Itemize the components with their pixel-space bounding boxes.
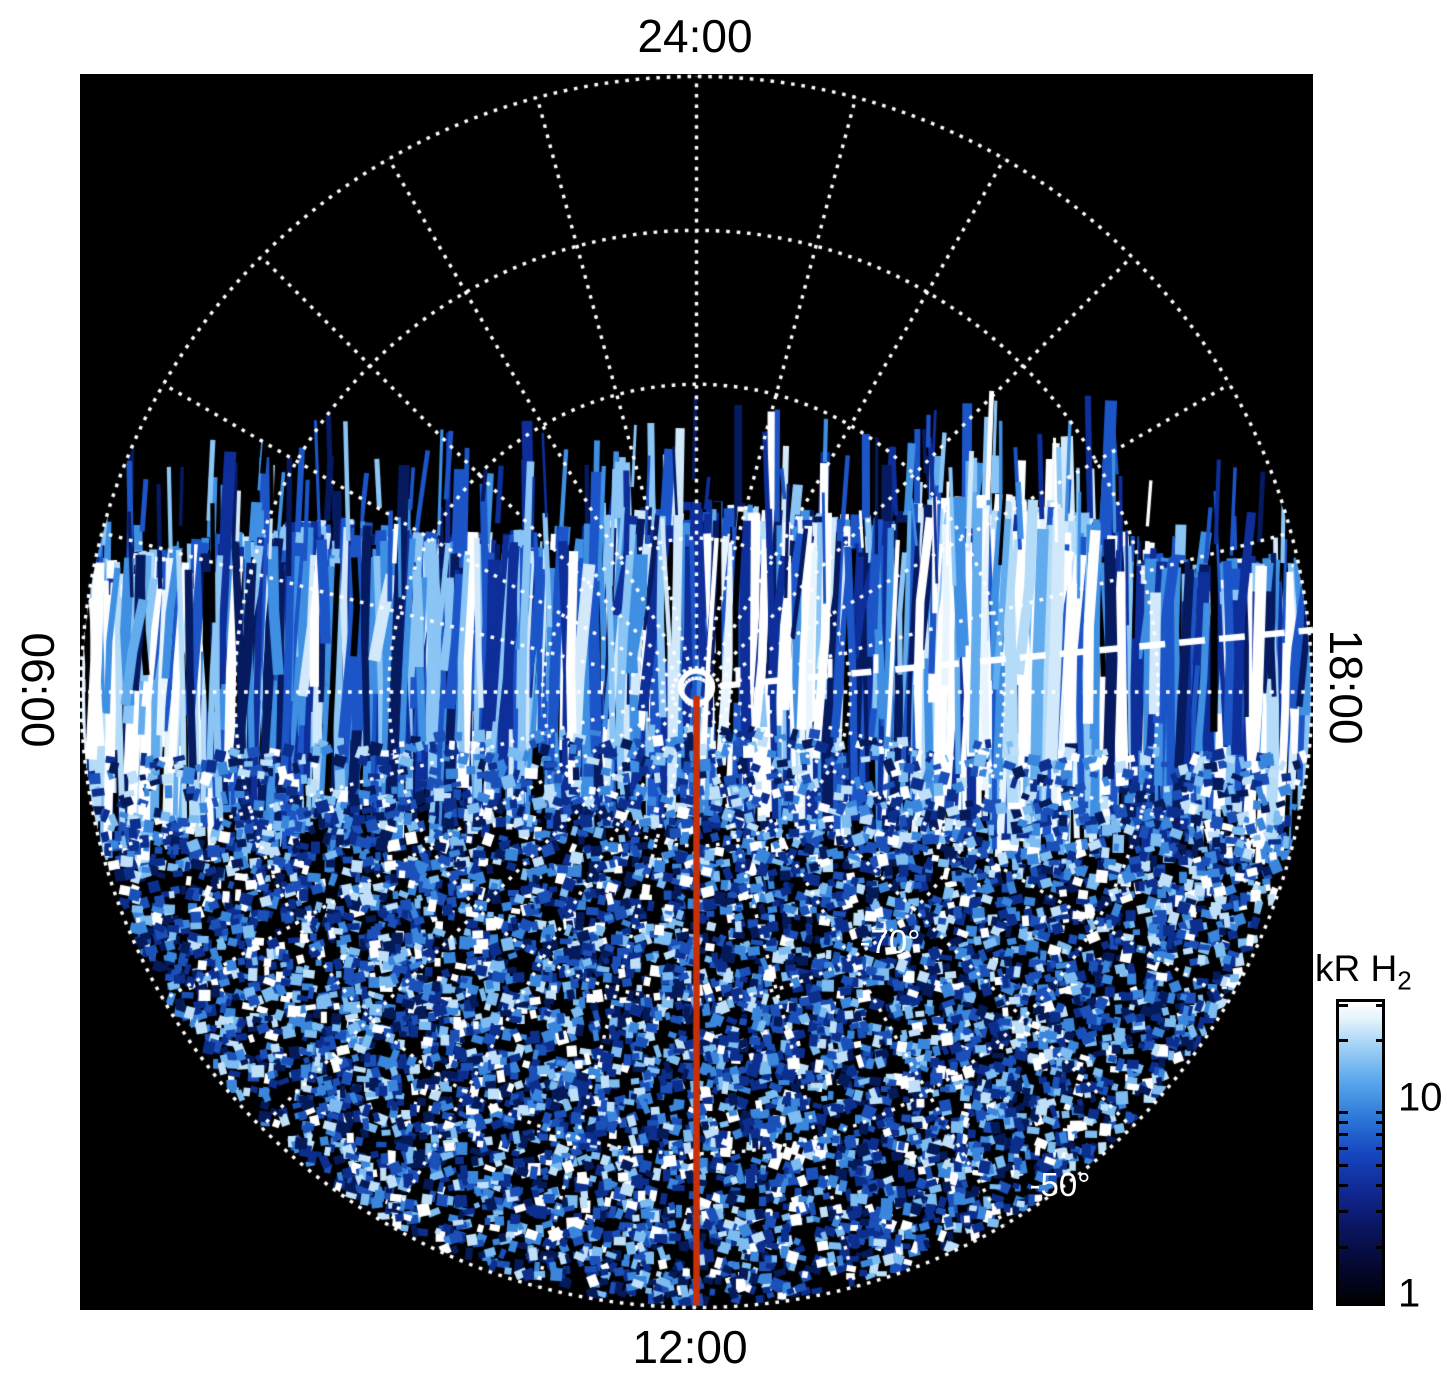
colorbar-minor-tick — [1376, 1163, 1385, 1167]
colorbar-minor-tick — [1339, 1121, 1348, 1125]
local-time-label-1800: 18:00 — [1320, 629, 1372, 745]
colorbar-minor-tick — [1339, 1133, 1348, 1137]
colorbar-title-subscript: 2 — [1397, 965, 1412, 996]
colorbar-minor-tick — [1376, 1038, 1385, 1042]
colorbar-minor-tick — [1339, 1110, 1348, 1114]
colorbar-minor-tick — [1376, 1183, 1385, 1187]
colorbar-minor-tick — [1339, 1147, 1348, 1151]
plot-area: -70° -50° — [80, 74, 1313, 1310]
colorbar-minor-tick — [1376, 1133, 1385, 1137]
colorbar-minor-tick — [1339, 1038, 1348, 1042]
local-time-label-1200: 12:00 — [632, 1321, 748, 1373]
colorbar-minor-tick — [1339, 1163, 1348, 1167]
colorbar-minor-tick — [1376, 1121, 1385, 1125]
colorbar: 10 1 — [1336, 999, 1446, 1316]
latitude-label-70: -70° — [859, 923, 921, 960]
colorbar-title: kR H2 — [1315, 948, 1412, 996]
colorbar-minor-tick — [1339, 1183, 1348, 1187]
colorbar-minor-tick — [1376, 1209, 1385, 1213]
polar-emission-map — [80, 74, 1313, 1310]
colorbar-tick-label-10: 10 — [1398, 1075, 1443, 1120]
colorbar-minor-tick — [1376, 1110, 1385, 1114]
colorbar-minor-tick — [1376, 1246, 1385, 1250]
colorbar-minor-tick — [1376, 1147, 1385, 1151]
colorbar-minor-tick — [1339, 1004, 1348, 1007]
colorbar-gradient — [1336, 999, 1385, 1306]
colorbar-minor-tick — [1339, 1246, 1348, 1250]
colorbar-title-text: kR H — [1315, 948, 1398, 989]
colorbar-tick-label-1: 1 — [1398, 1271, 1421, 1316]
local-time-label-0600: 06:00 — [12, 632, 64, 748]
colorbar-minor-tick — [1339, 1209, 1348, 1213]
latitude-label-50: -50° — [1029, 1166, 1091, 1203]
local-time-label-2400: 24:00 — [637, 10, 753, 62]
colorbar-minor-tick — [1376, 1004, 1385, 1007]
